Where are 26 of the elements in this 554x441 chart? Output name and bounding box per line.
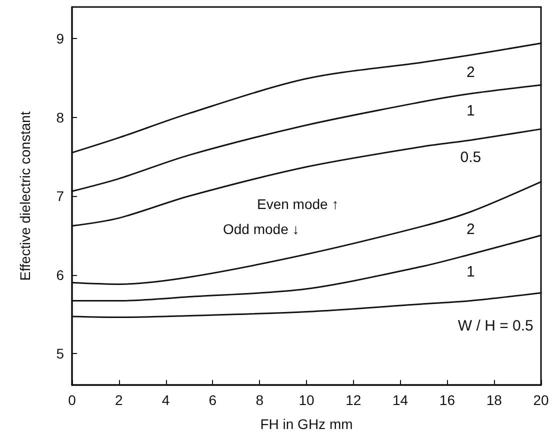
series-label: 0.5 bbox=[460, 149, 482, 166]
x-tick-label: 20 bbox=[533, 392, 549, 408]
series-label: 1 bbox=[466, 102, 475, 120]
x-tick-label: 0 bbox=[68, 392, 76, 408]
y-axis-title: Effective dielectric constant bbox=[17, 111, 33, 281]
series-label: 2 bbox=[466, 64, 475, 82]
x-tick-label: 14 bbox=[392, 392, 408, 408]
x-tick-label: 10 bbox=[298, 392, 314, 408]
x-tick-label: 8 bbox=[256, 392, 264, 408]
series-label: 2 bbox=[466, 220, 475, 238]
y-tick-label: 7 bbox=[56, 188, 64, 204]
annotation: Even mode ↑ bbox=[257, 196, 339, 212]
x-tick-label: 12 bbox=[346, 392, 362, 408]
y-tick-label: 6 bbox=[56, 266, 64, 283]
x-tick-label: 18 bbox=[486, 392, 502, 408]
x-tick-label: 6 bbox=[208, 392, 217, 408]
x-axis-title: FH in GHz mm bbox=[260, 416, 353, 432]
x-tick-label: 2 bbox=[115, 392, 123, 408]
annotation: Odd mode ↓ bbox=[223, 221, 300, 237]
y-tick-label: 9 bbox=[56, 30, 64, 46]
x-tick-label: 16 bbox=[439, 392, 456, 408]
series-label: W / H = 0.5 bbox=[458, 318, 534, 335]
y-tick-label: 8 bbox=[56, 109, 64, 126]
series-label: 1 bbox=[466, 263, 475, 280]
x-tick-label: 4 bbox=[162, 392, 170, 408]
y-tick-label: 5 bbox=[56, 346, 64, 362]
